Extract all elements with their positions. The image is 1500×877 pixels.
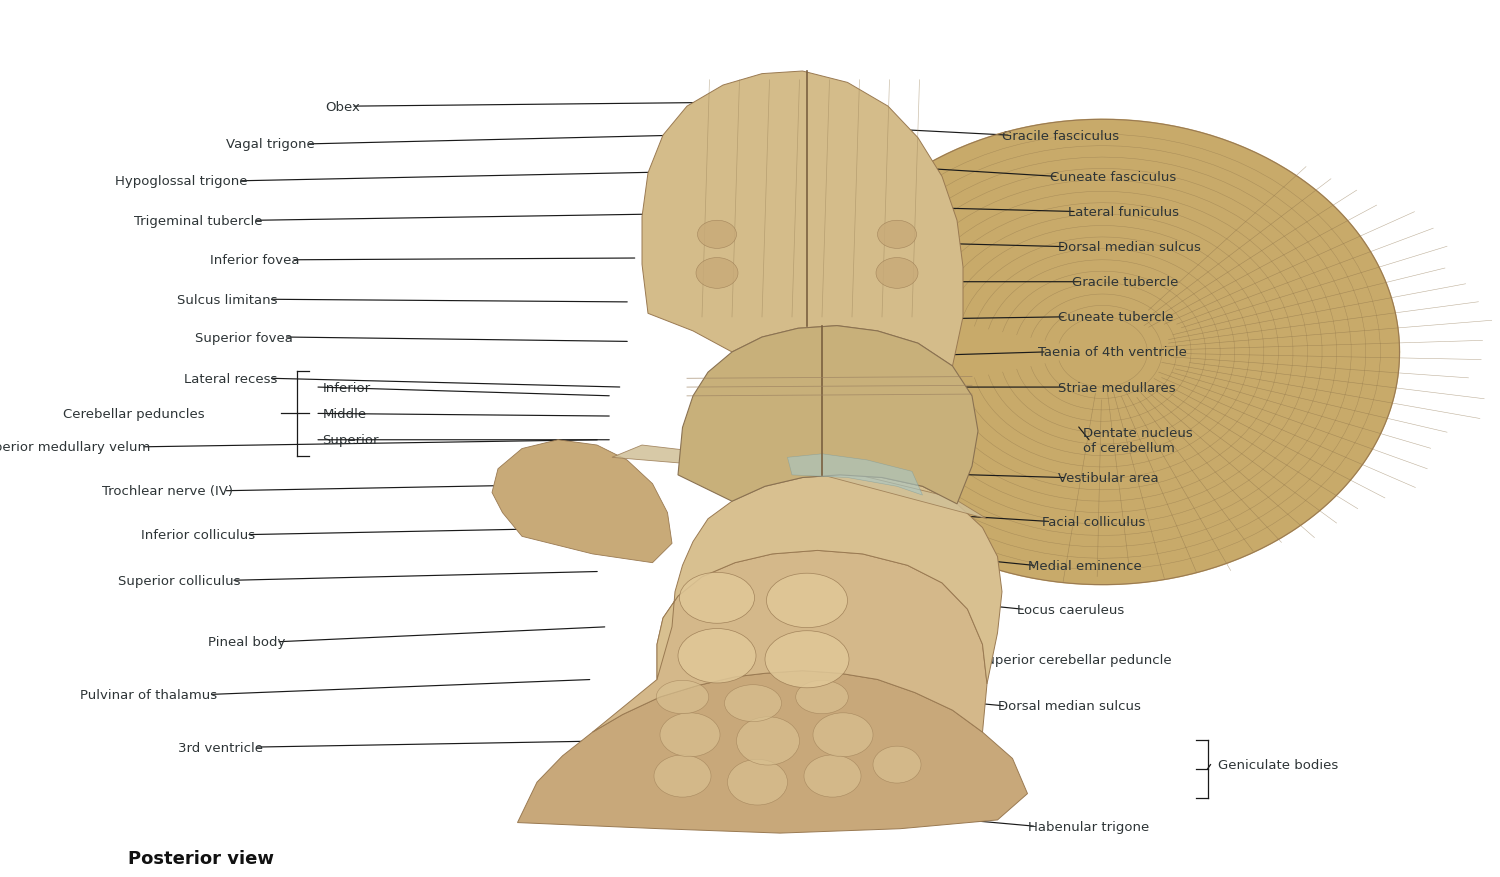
Text: Lateral recess: Lateral recess — [184, 373, 278, 385]
Ellipse shape — [873, 746, 921, 783]
Ellipse shape — [678, 629, 756, 683]
Polygon shape — [492, 440, 672, 563]
Text: Superior fovea: Superior fovea — [195, 332, 292, 344]
Ellipse shape — [813, 713, 873, 757]
Text: Cuneate tubercle: Cuneate tubercle — [1058, 311, 1173, 324]
Text: Dentate nucleus
of cerebellum: Dentate nucleus of cerebellum — [1083, 426, 1192, 454]
Text: Middle: Middle — [322, 408, 366, 420]
Text: Obex: Obex — [326, 101, 360, 113]
Text: Pineal body: Pineal body — [207, 636, 285, 648]
Ellipse shape — [698, 221, 736, 249]
Ellipse shape — [765, 631, 849, 688]
Ellipse shape — [804, 755, 861, 797]
Ellipse shape — [660, 713, 720, 757]
Text: Medial eminence: Medial eminence — [1028, 560, 1142, 572]
Text: Dorsal median sulcus: Dorsal median sulcus — [998, 700, 1140, 712]
Text: Inferior colliculus: Inferior colliculus — [141, 529, 255, 541]
Text: Pulvinar of thalamus: Pulvinar of thalamus — [81, 688, 218, 701]
Polygon shape — [806, 120, 1400, 585]
Text: Hypoglossal trigone: Hypoglossal trigone — [116, 175, 248, 188]
Ellipse shape — [654, 755, 711, 797]
Ellipse shape — [766, 574, 847, 628]
Text: Gracile fasciculus: Gracile fasciculus — [1002, 130, 1119, 142]
Text: Medial: Medial — [948, 776, 992, 788]
Text: Trigeminal tubercle: Trigeminal tubercle — [134, 215, 262, 227]
Text: Superior: Superior — [322, 434, 380, 446]
Ellipse shape — [728, 759, 788, 805]
Text: Taenia of 4th ventricle: Taenia of 4th ventricle — [1038, 346, 1187, 359]
Ellipse shape — [878, 221, 916, 249]
Text: Cerebellar peduncles: Cerebellar peduncles — [63, 408, 204, 420]
Text: Dorsal median sulcus: Dorsal median sulcus — [1058, 241, 1200, 253]
Polygon shape — [612, 446, 987, 519]
Polygon shape — [788, 454, 922, 496]
Text: Facial colliculus: Facial colliculus — [1042, 516, 1146, 528]
Text: Superior colliculus: Superior colliculus — [117, 574, 240, 587]
Text: Lateral funiculus: Lateral funiculus — [1068, 206, 1179, 218]
Text: Vagal trigone: Vagal trigone — [226, 139, 315, 151]
Text: Inferior fovea: Inferior fovea — [210, 254, 300, 267]
Ellipse shape — [876, 259, 918, 289]
Text: Trochlear nerve (IV): Trochlear nerve (IV) — [102, 485, 232, 497]
Text: Posterior view: Posterior view — [128, 849, 273, 867]
Polygon shape — [642, 72, 963, 367]
Text: Striae medullares: Striae medullares — [1058, 381, 1174, 394]
Text: Habenular trigone: Habenular trigone — [1028, 820, 1149, 832]
Polygon shape — [657, 475, 1002, 684]
Text: 3rd ventricle: 3rd ventricle — [177, 741, 262, 753]
Ellipse shape — [696, 259, 738, 289]
Ellipse shape — [657, 681, 708, 714]
Polygon shape — [518, 671, 1028, 833]
Text: Cuneate fasciculus: Cuneate fasciculus — [1050, 171, 1176, 183]
Text: Vestibular area: Vestibular area — [1058, 472, 1158, 484]
Text: Inferior: Inferior — [322, 381, 370, 394]
Ellipse shape — [724, 685, 782, 722]
Polygon shape — [592, 551, 987, 732]
Text: Lateral: Lateral — [948, 750, 994, 762]
Ellipse shape — [680, 573, 754, 624]
Ellipse shape — [736, 717, 800, 765]
Text: Geniculate bodies: Geniculate bodies — [1218, 759, 1338, 771]
Text: Gracile tubercle: Gracile tubercle — [1072, 276, 1179, 289]
Text: Superior cerebellar peduncle: Superior cerebellar peduncle — [978, 653, 1172, 666]
Text: Locus caeruleus: Locus caeruleus — [1017, 603, 1125, 616]
Text: Superior medullary velum: Superior medullary velum — [0, 441, 150, 453]
Ellipse shape — [795, 681, 849, 714]
Polygon shape — [678, 326, 978, 504]
Text: Sulcus limitans: Sulcus limitans — [177, 294, 278, 306]
